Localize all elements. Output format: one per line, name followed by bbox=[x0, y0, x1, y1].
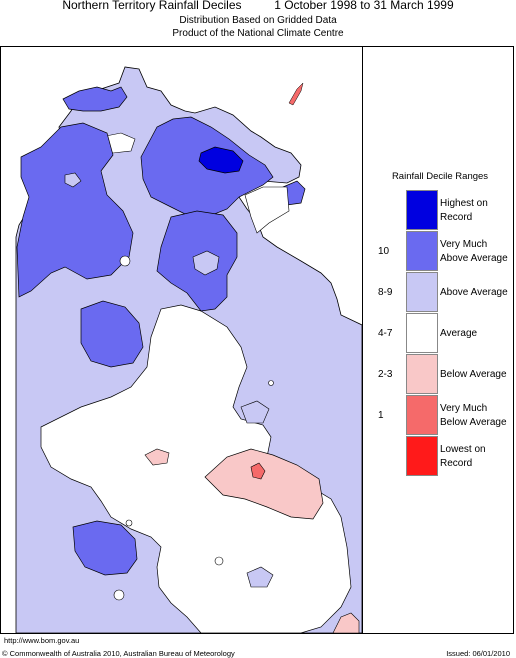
footer-copyright: © Commonwealth of Australia 2010, Austra… bbox=[2, 649, 235, 658]
legend-code: 2-3 bbox=[378, 369, 393, 380]
white-spot-3 bbox=[113, 589, 125, 601]
legend-label: Very Much Above Average bbox=[440, 238, 508, 264]
legend-row: 4-7 Average bbox=[370, 313, 510, 354]
legend-row: Highest on Record bbox=[370, 190, 510, 231]
legend-swatch bbox=[406, 395, 438, 435]
subtitle-line-2: Product of the National Climate Centre bbox=[172, 28, 344, 39]
above-region-victoria bbox=[80, 300, 144, 368]
map-graphic bbox=[15, 66, 362, 633]
below-region-barkly bbox=[204, 448, 324, 520]
patch-4 bbox=[246, 566, 274, 588]
legend-label: Very Much Below Average bbox=[440, 402, 507, 428]
legend-code: 8-9 bbox=[378, 287, 393, 298]
footer-url[interactable]: http://www.bom.gov.au bbox=[4, 636, 80, 645]
legend-swatch bbox=[406, 231, 438, 271]
legend-code: 1 bbox=[378, 410, 384, 421]
below-region-corner bbox=[332, 612, 360, 633]
white-spot-2 bbox=[214, 556, 224, 566]
title-text: Northern Territory Rainfall Deciles bbox=[62, 0, 242, 12]
average-region-south bbox=[40, 304, 352, 633]
map-frame bbox=[0, 46, 514, 634]
legend-divider bbox=[362, 47, 363, 633]
title-period: 1 October 1998 to 31 March 1999 bbox=[274, 0, 454, 12]
legend-swatch bbox=[406, 354, 438, 394]
legend-swatch bbox=[406, 272, 438, 312]
legend-row: 2-3 Below Average bbox=[370, 354, 510, 395]
rainfall-map bbox=[1, 47, 362, 633]
patch-3 bbox=[240, 400, 270, 424]
highest-record-region bbox=[198, 146, 244, 174]
average-region-east-coast bbox=[244, 186, 290, 234]
very-much-below-region bbox=[250, 462, 266, 480]
footer-issued: Issued: 06/01/2010 bbox=[446, 649, 510, 658]
legend-row: 10 Very Much Above Average bbox=[370, 231, 510, 272]
legend-title: Rainfall Decile Ranges bbox=[391, 171, 489, 182]
legend-row: 8-9 Above Average bbox=[370, 272, 510, 313]
legend-row: Lowest on Record bbox=[370, 436, 510, 477]
legend-label: Lowest on Record bbox=[440, 443, 486, 469]
legend-row: 1 Very Much Below Average bbox=[370, 395, 510, 436]
legend-swatch bbox=[406, 436, 438, 476]
legend-swatch bbox=[406, 313, 438, 353]
patch-2 bbox=[64, 172, 82, 188]
above-region-southwest bbox=[72, 520, 138, 576]
legend-label: Above Average bbox=[440, 286, 508, 298]
patch-1 bbox=[192, 250, 220, 276]
white-spot-4 bbox=[125, 519, 133, 527]
subtitle-line-1: Distribution Based on Gridded Data bbox=[179, 15, 337, 26]
legend-label: Below Average bbox=[440, 368, 507, 380]
white-spot-1 bbox=[119, 255, 131, 267]
legend-label: Average bbox=[440, 327, 478, 339]
map-title: Northern Territory Rainfall Deciles 1 Oc… bbox=[0, 0, 516, 12]
legend-swatch bbox=[406, 190, 438, 230]
tiwi-islands bbox=[62, 86, 128, 112]
white-spot-5 bbox=[268, 380, 274, 386]
wessel-islands bbox=[288, 82, 304, 106]
legend-code: 4-7 bbox=[378, 328, 393, 339]
legend-label: Highest on Record bbox=[440, 197, 488, 223]
below-region-small bbox=[144, 448, 170, 466]
legend-code: 10 bbox=[378, 246, 390, 257]
above-region-top-end bbox=[16, 122, 134, 298]
